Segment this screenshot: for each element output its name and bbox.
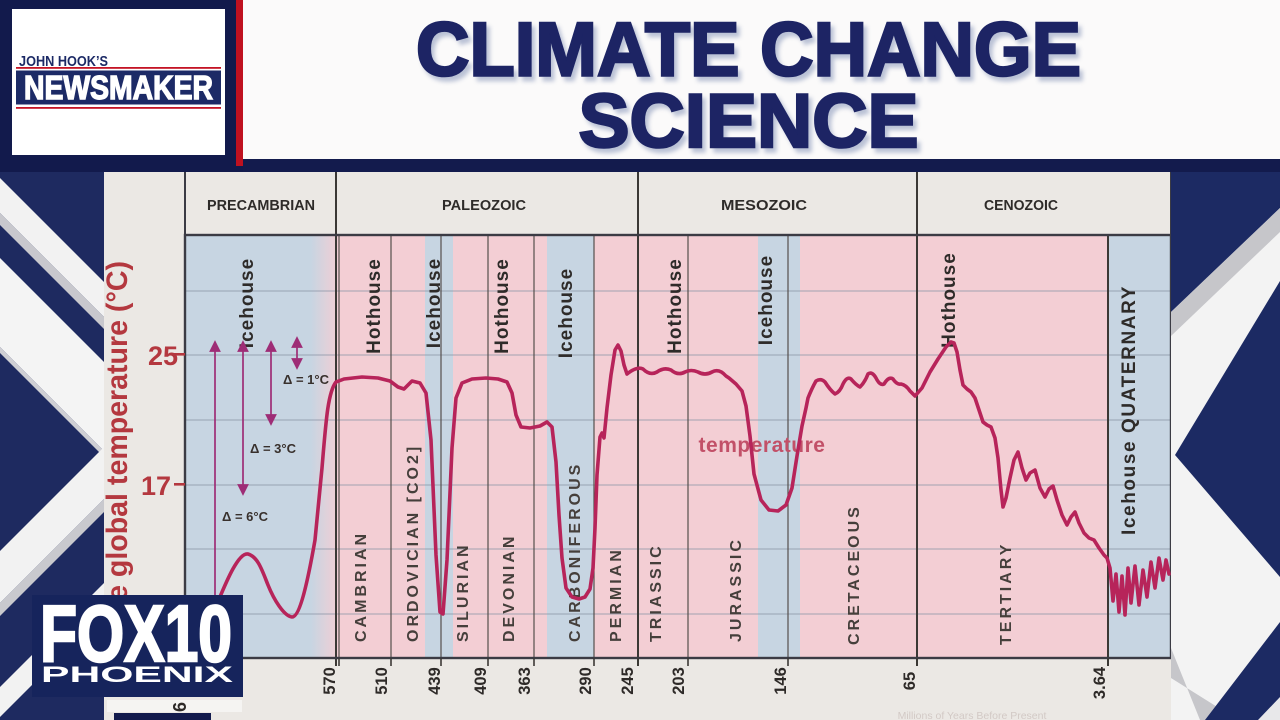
svg-text:PERMIAN: PERMIAN bbox=[608, 547, 625, 642]
svg-text:245: 245 bbox=[619, 667, 637, 695]
svg-text:Hothouse: Hothouse bbox=[665, 258, 686, 354]
svg-text:6: 6 bbox=[170, 702, 190, 712]
svg-text:MESOZOIC: MESOZOIC bbox=[721, 198, 808, 214]
svg-text:CLIMATE CHANGE: CLIMATE CHANGE bbox=[416, 8, 1081, 93]
svg-text:Icehouse QUATERNARY: Icehouse QUATERNARY bbox=[1119, 285, 1140, 535]
svg-text:203: 203 bbox=[670, 667, 688, 695]
svg-text:Δ = 3°C: Δ = 3°C bbox=[250, 441, 297, 456]
svg-text:Hothouse: Hothouse bbox=[492, 258, 513, 354]
svg-text:DEVONIAN: DEVONIAN bbox=[501, 534, 518, 642]
svg-text:Icehouse: Icehouse bbox=[237, 258, 258, 348]
svg-text:Δ = 1°C: Δ = 1°C bbox=[283, 372, 330, 387]
svg-text:CAMBRIAN: CAMBRIAN bbox=[353, 531, 370, 642]
svg-text:25: 25 bbox=[148, 341, 178, 371]
svg-text:PRECAMBRIAN: PRECAMBRIAN bbox=[207, 198, 315, 214]
svg-text:363: 363 bbox=[516, 667, 534, 695]
svg-text:Icehouse: Icehouse bbox=[556, 268, 577, 358]
svg-text:FOX10: FOX10 bbox=[40, 589, 232, 678]
svg-text:JOHN HOOK’S: JOHN HOOK’S bbox=[19, 54, 108, 70]
svg-text:Hothouse: Hothouse bbox=[939, 252, 960, 348]
svg-text:SCIENCE: SCIENCE bbox=[582, 84, 922, 169]
svg-text:409: 409 bbox=[472, 667, 490, 695]
svg-text:146: 146 bbox=[772, 667, 790, 695]
svg-text:290: 290 bbox=[577, 667, 595, 695]
svg-text:CLIMATE CHANGE: CLIMATE CHANGE bbox=[420, 12, 1085, 97]
svg-text:3.64: 3.64 bbox=[1091, 666, 1109, 699]
svg-text:TRIASSIC: TRIASSIC bbox=[648, 543, 665, 642]
svg-text:65: 65 bbox=[901, 672, 919, 690]
svg-text:ORDOVICIAN [CO2]: ORDOVICIAN [CO2] bbox=[405, 444, 422, 642]
svg-text:SILURIAN: SILURIAN bbox=[455, 542, 472, 642]
svg-text:JURASSIC: JURASSIC bbox=[728, 537, 745, 642]
svg-text:17: 17 bbox=[141, 471, 171, 501]
svg-text:CRETACEOUS: CRETACEOUS bbox=[846, 504, 863, 645]
svg-text:Hothouse: Hothouse bbox=[364, 258, 385, 354]
svg-text:TERTIARY: TERTIARY bbox=[998, 542, 1015, 645]
svg-text:PHOENIX: PHOENIX bbox=[41, 662, 234, 687]
svg-text:SCIENCE: SCIENCE bbox=[579, 79, 919, 164]
svg-text:PALEOZOIC: PALEOZOIC bbox=[442, 198, 527, 214]
svg-text:temperature: temperature bbox=[699, 434, 826, 457]
svg-text:570: 570 bbox=[321, 667, 339, 695]
svg-text:Icehouse: Icehouse bbox=[756, 255, 777, 345]
svg-text:510: 510 bbox=[373, 667, 391, 695]
svg-text:Icehouse: Icehouse bbox=[424, 258, 445, 348]
svg-text:Δ = 6°C: Δ = 6°C bbox=[222, 509, 269, 524]
svg-text:CARBONIFEROUS: CARBONIFEROUS bbox=[567, 462, 584, 642]
svg-text:CENOZOIC: CENOZOIC bbox=[984, 198, 1059, 214]
svg-text:439: 439 bbox=[426, 667, 444, 695]
svg-text:NEWSMAKER: NEWSMAKER bbox=[24, 69, 213, 106]
svg-text:Millions of Years Before Prese: Millions of Years Before Present bbox=[898, 710, 1047, 720]
